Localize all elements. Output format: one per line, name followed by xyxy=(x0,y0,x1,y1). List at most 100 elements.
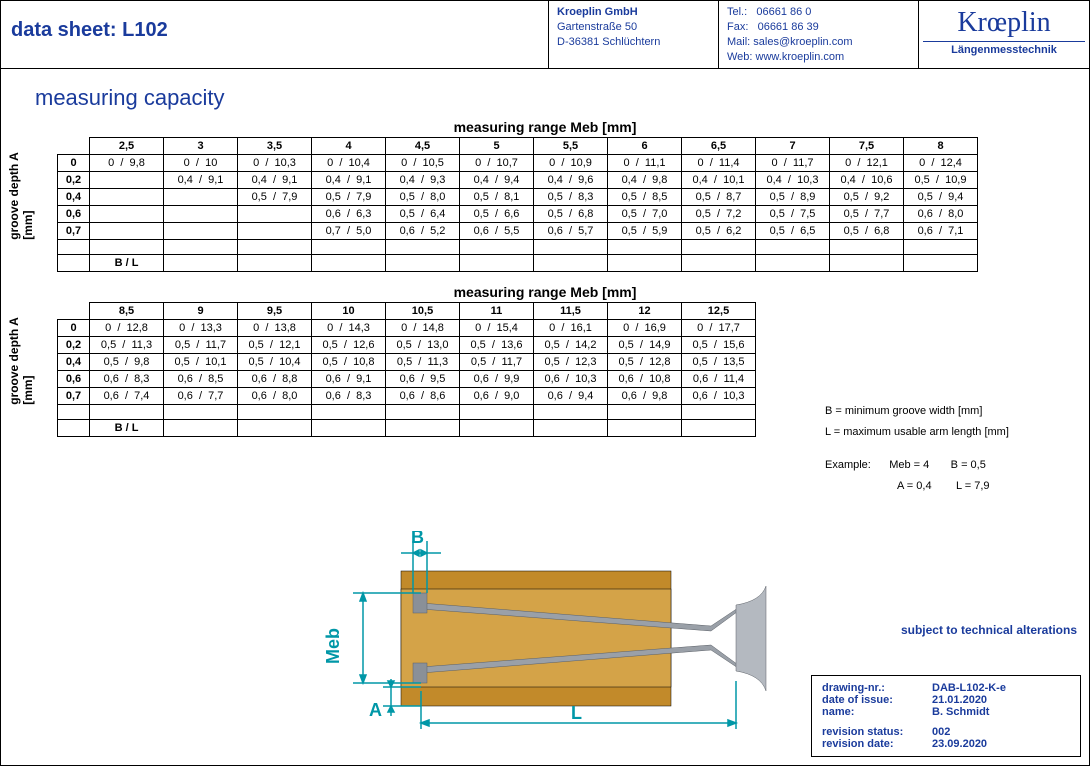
table-cell: 0,6 / 9,8 xyxy=(608,388,682,405)
table2-caption: measuring range Meb [mm] xyxy=(29,284,1061,300)
table-cell: 0,5 / 11,3 xyxy=(90,337,164,354)
table-cell: 0,5 / 8,9 xyxy=(756,189,830,206)
table-cell: 0,4 / 10,6 xyxy=(830,172,904,189)
table-cell: 0,4 / 10,3 xyxy=(756,172,830,189)
table-cell: 0,5 / 8,0 xyxy=(386,189,460,206)
col-header: 10,5 xyxy=(386,303,460,320)
table2-ylabel: groove depth A[mm] xyxy=(7,317,35,405)
table-cell: 0,5 / 7,0 xyxy=(608,206,682,223)
table-cell: 0,6 / 10,3 xyxy=(682,388,756,405)
table-cell xyxy=(238,206,312,223)
col-header: 11,5 xyxy=(534,303,608,320)
table-cell: 0,6 / 10,3 xyxy=(534,371,608,388)
table-cell: 0,5 / 6,2 xyxy=(682,223,756,240)
section-title: measuring capacity xyxy=(35,85,1061,111)
col-header: 12 xyxy=(608,303,682,320)
table-cell: 0,6 / 9,4 xyxy=(534,388,608,405)
bl-label: B / L xyxy=(90,420,164,437)
table-cell: 0,6 / 8,8 xyxy=(238,371,312,388)
col-header: 10 xyxy=(312,303,386,320)
table-cell: 0,5 / 10,9 xyxy=(904,172,978,189)
table-cell: 0 / 10 xyxy=(164,155,238,172)
table-cell: 0,5 / 12,3 xyxy=(534,354,608,371)
col-header: 5,5 xyxy=(534,138,608,155)
table-cell: 0 / 9,8 xyxy=(90,155,164,172)
table-cell xyxy=(164,206,238,223)
table-cell: 0,5 / 6,8 xyxy=(534,206,608,223)
table-cell: 0 / 14,8 xyxy=(386,320,460,337)
table-cell: 0 / 10,9 xyxy=(534,155,608,172)
row-header: 0 xyxy=(58,155,90,172)
col-header: 4 xyxy=(312,138,386,155)
table-cell: 0 / 12,8 xyxy=(90,320,164,337)
table-cell: 0,5 / 7,7 xyxy=(830,206,904,223)
table-cell: 0 / 10,3 xyxy=(238,155,312,172)
table-cell: 0,6 / 8,3 xyxy=(90,371,164,388)
table-cell xyxy=(90,189,164,206)
col-header: 11 xyxy=(460,303,534,320)
svg-text:B: B xyxy=(411,531,424,547)
drawing-meta: drawing-nr.:DAB-L102-K-e date of issue:2… xyxy=(811,675,1081,757)
table-cell: 0,6 / 7,1 xyxy=(904,223,978,240)
table-cell: 0,5 / 11,3 xyxy=(386,354,460,371)
table-cell: 0 / 11,4 xyxy=(682,155,756,172)
col-header: 9 xyxy=(164,303,238,320)
row-header: 0,4 xyxy=(58,189,90,206)
table-cell: 0,6 / 8,0 xyxy=(238,388,312,405)
table-cell: 0,5 / 11,7 xyxy=(164,337,238,354)
table-cell: 0 / 13,3 xyxy=(164,320,238,337)
col-header: 2,5 xyxy=(90,138,164,155)
table-cell: 0,6 / 8,6 xyxy=(386,388,460,405)
table-cell: 0,5 / 13,0 xyxy=(386,337,460,354)
table-cell: 0,5 / 12,1 xyxy=(238,337,312,354)
table2: 8,599,51010,51111,51212,500 / 12,80 / 13… xyxy=(57,302,756,437)
table-cell: 0 / 11,7 xyxy=(756,155,830,172)
table-cell: 0,5 / 7,2 xyxy=(682,206,756,223)
table-cell: 0,5 / 11,7 xyxy=(460,354,534,371)
measuring-diagram: B Meb A L xyxy=(291,531,791,731)
col-header: 3 xyxy=(164,138,238,155)
row-header: 0,4 xyxy=(58,354,90,371)
table-cell: 0,5 / 7,5 xyxy=(756,206,830,223)
table-cell: 0,6 / 9,1 xyxy=(312,371,386,388)
table1-caption: measuring range Meb [mm] xyxy=(29,119,1061,135)
table1: 2,533,544,555,566,577,5800 / 9,80 / 100 … xyxy=(57,137,978,272)
header: data sheet: L102 Kroeplin GmbH Gartenstr… xyxy=(1,1,1089,69)
table-cell: 0,5 / 10,8 xyxy=(312,354,386,371)
col-header: 3,5 xyxy=(238,138,312,155)
row-header: 0,7 xyxy=(58,223,90,240)
table-cell: 0,5 / 14,9 xyxy=(608,337,682,354)
table-cell: 0 / 17,7 xyxy=(682,320,756,337)
table-cell: 0,5 / 14,2 xyxy=(534,337,608,354)
table-cell: 0,5 / 6,5 xyxy=(756,223,830,240)
table-cell: 0,4 / 9,1 xyxy=(238,172,312,189)
table-cell xyxy=(90,172,164,189)
col-header: 12,5 xyxy=(682,303,756,320)
table-cell: 0,4 / 9,1 xyxy=(164,172,238,189)
table-cell: 0 / 10,5 xyxy=(386,155,460,172)
row-header: 0 xyxy=(58,320,90,337)
table-cell: 0 / 14,3 xyxy=(312,320,386,337)
table-cell: 0,6 / 7,4 xyxy=(90,388,164,405)
col-header: 6 xyxy=(608,138,682,155)
col-header: 8 xyxy=(904,138,978,155)
table-cell: 0,5 / 9,2 xyxy=(830,189,904,206)
table-cell: 0,5 / 9,8 xyxy=(90,354,164,371)
table-cell: 0,4 / 9,3 xyxy=(386,172,460,189)
table-cell: 0,6 / 9,9 xyxy=(460,371,534,388)
table-cell: 0,7 / 5,0 xyxy=(312,223,386,240)
table-cell xyxy=(164,189,238,206)
table-cell: 0,5 / 12,6 xyxy=(312,337,386,354)
table-cell: 0 / 11,1 xyxy=(608,155,682,172)
table-cell: 0,5 / 13,5 xyxy=(682,354,756,371)
row-header: 0,2 xyxy=(58,172,90,189)
bl-label: B / L xyxy=(90,255,164,272)
table-cell: 0,5 / 13,6 xyxy=(460,337,534,354)
table-cell: 0,6 / 5,7 xyxy=(534,223,608,240)
table-cell: 0,5 / 8,5 xyxy=(608,189,682,206)
table-cell xyxy=(90,206,164,223)
legend-notes: B = minimum groove width [mm] L = maximu… xyxy=(825,401,1055,497)
table-cell: 0,5 / 10,4 xyxy=(238,354,312,371)
table-cell: 0,6 / 8,0 xyxy=(904,206,978,223)
page-title: data sheet: L102 xyxy=(1,1,549,68)
